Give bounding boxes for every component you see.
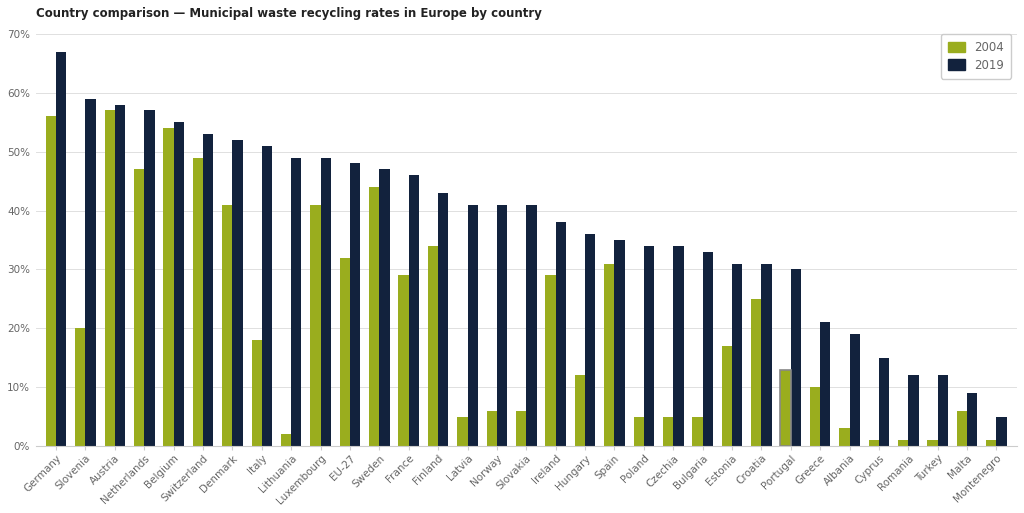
Bar — [556, 222, 566, 446]
Bar — [193, 157, 203, 446]
Bar — [820, 323, 830, 446]
Bar — [663, 417, 673, 446]
Bar — [546, 275, 556, 446]
Legend: 2004, 2019: 2004, 2019 — [941, 34, 1011, 79]
Bar — [692, 417, 702, 446]
Bar — [340, 258, 350, 446]
Bar — [996, 417, 1007, 446]
Bar — [604, 264, 614, 446]
Bar — [850, 334, 860, 446]
Bar — [574, 376, 585, 446]
Bar — [281, 435, 291, 446]
Bar — [762, 264, 772, 446]
Bar — [956, 411, 967, 446]
Bar — [379, 169, 389, 446]
Bar — [75, 328, 85, 446]
Bar — [321, 157, 331, 446]
Bar — [938, 376, 948, 446]
Bar — [585, 234, 595, 446]
Bar — [458, 417, 468, 446]
Bar — [232, 140, 243, 446]
Bar — [203, 134, 213, 446]
Bar — [222, 205, 232, 446]
Bar — [85, 98, 96, 446]
Bar — [350, 164, 360, 446]
Bar — [468, 205, 478, 446]
Bar — [174, 122, 184, 446]
Bar — [840, 428, 850, 446]
Bar — [291, 157, 301, 446]
Bar — [115, 105, 125, 446]
Bar — [780, 369, 791, 446]
Bar — [780, 369, 791, 446]
Bar — [928, 440, 938, 446]
Text: Country comparison — Municipal waste recycling rates in Europe by country: Country comparison — Municipal waste rec… — [36, 7, 542, 20]
Bar — [310, 205, 321, 446]
Bar — [644, 246, 654, 446]
Bar — [780, 369, 791, 446]
Bar — [732, 264, 742, 446]
Bar — [702, 252, 713, 446]
Bar — [438, 193, 449, 446]
Bar — [252, 340, 262, 446]
Bar — [722, 346, 732, 446]
Bar — [134, 169, 144, 446]
Bar — [516, 411, 526, 446]
Bar — [497, 205, 507, 446]
Bar — [486, 411, 497, 446]
Bar — [104, 110, 115, 446]
Bar — [751, 299, 762, 446]
Bar — [526, 205, 537, 446]
Bar — [144, 110, 155, 446]
Bar — [164, 128, 174, 446]
Bar — [898, 440, 908, 446]
Bar — [46, 116, 56, 446]
Bar — [398, 275, 409, 446]
Bar — [791, 269, 801, 446]
Bar — [986, 440, 996, 446]
Bar — [262, 146, 272, 446]
Bar — [614, 240, 625, 446]
Bar — [868, 440, 879, 446]
Bar — [428, 246, 438, 446]
Bar — [56, 52, 67, 446]
Bar — [634, 417, 644, 446]
Bar — [369, 187, 379, 446]
Bar — [879, 358, 889, 446]
Bar — [810, 387, 820, 446]
Bar — [967, 393, 977, 446]
Bar — [409, 175, 419, 446]
Bar — [673, 246, 683, 446]
Bar — [908, 376, 919, 446]
